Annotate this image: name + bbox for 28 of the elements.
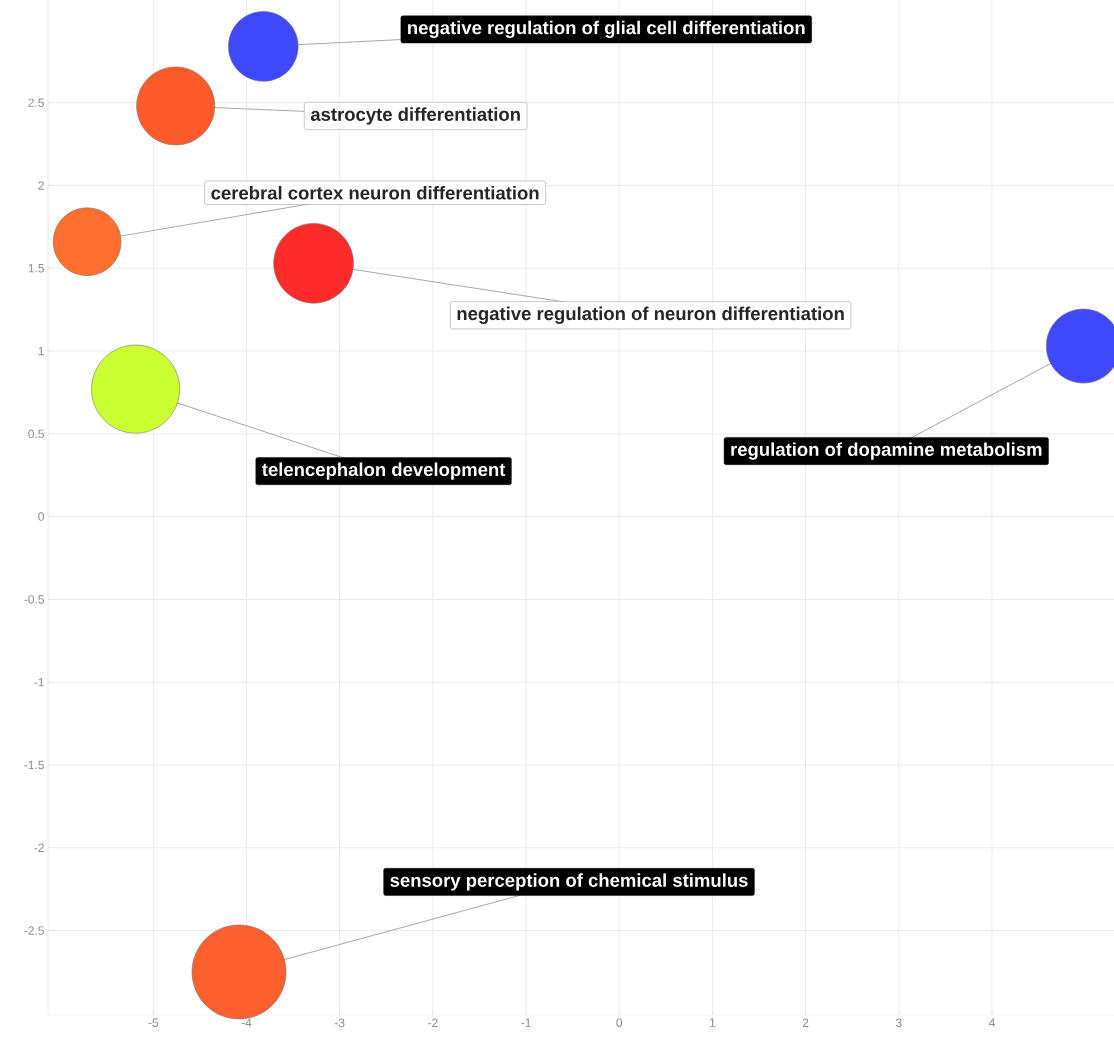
y-tick-label: 2	[38, 181, 44, 190]
y-tick-label: 1.5	[28, 264, 44, 273]
x-tick-label: 0	[616, 1018, 623, 1028]
x-tick-label: -4	[241, 1018, 252, 1027]
x-tick-label: -2	[428, 1018, 438, 1027]
annotation: cerebral cortex neuron differentiation	[211, 185, 539, 200]
annotation: telencephalon development	[262, 462, 506, 480]
annotation: negative regulation of glial cell differentiation	[408, 20, 805, 39]
y-tick-label: 2.5	[28, 98, 44, 107]
y-tick-label: -0.5	[24, 595, 44, 604]
x-tick-label: 4	[988, 1018, 995, 1027]
y-tick-label: -2.5	[24, 926, 44, 935]
annotation: regulation of dopamine metabolism	[731, 442, 1042, 460]
y-tick-label: 0.5	[28, 429, 44, 439]
annotation: astrocyte differentiation	[310, 107, 520, 125]
annotation: negative regulation of neuron differentiation	[457, 306, 844, 324]
y-tick-label: -1	[34, 678, 44, 687]
y-tick-label: -1.5	[24, 760, 44, 770]
x-tick-label: -1	[521, 1018, 531, 1027]
y-tick-label: -2	[34, 843, 44, 852]
x-tick-label: -3	[334, 1018, 345, 1028]
y-tick-label: 1	[38, 346, 44, 356]
x-tick-label: 1	[709, 1018, 716, 1027]
x-tick-label: -5	[148, 1018, 159, 1027]
y-tick-label: 0	[38, 512, 45, 521]
annotation: sensory perception of chemical stimulus	[390, 873, 748, 891]
x-tick-label: 2	[802, 1018, 809, 1027]
x-tick-label: 3	[895, 1018, 902, 1028]
